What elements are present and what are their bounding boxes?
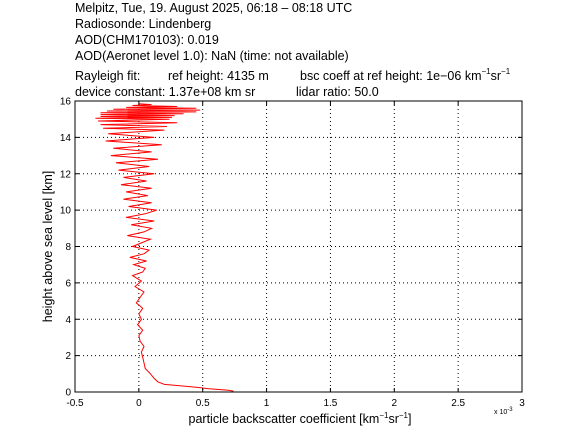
x-axis-label-unit: sr [388,412,398,426]
x-axis-label-exponent: −1 [399,411,409,420]
x-axis-multiplier: x 10-3 [494,407,513,416]
y-tick-label: 16 [60,97,72,108]
x-tick-label: 2.5 [451,398,465,409]
bsc-coeff-label: bsc coeff at ref height: 1e−06 km−1sr−1 [300,67,511,84]
bsc-coeff-text: bsc coeff at ref height: 1e−06 km [300,69,482,83]
y-tick-label: 2 [65,351,71,362]
radiosonde-label: Radiosonde: Lindenberg [75,17,212,31]
x-tick-label: -0.5 [66,398,84,409]
x-tick-label: 3 [519,398,525,409]
x-tick-label: 1.5 [323,398,337,409]
x-tick-label: 0 [136,398,142,409]
y-tick-label: 4 [65,315,71,326]
x-tick-label: 1 [264,398,270,409]
y-tick-label: 10 [60,206,72,217]
device-constant-label: device constant: 1.37e+08 km sr [75,85,256,99]
aod-aeronet-label: AOD(Aeronet level 1.0): NaN (time: not a… [75,49,349,63]
title-location-time: Melpitz, Tue, 19. August 2025, 06:18 – 0… [75,1,353,15]
x-axis-multiplier-exponent: -3 [507,407,513,413]
x-axis-label: particle backscatter coefficient [km−1sr… [189,411,412,426]
y-tick-label: 14 [60,133,72,144]
y-tick-label: 6 [65,278,71,289]
aod-chm-label: AOD(CHM170103): 0.019 [75,33,219,47]
y-axis-label: height above sea level [km] [41,171,55,322]
x-axis-label-exponent: −1 [379,411,389,420]
x-axis-label-text: particle backscatter coefficient [km [189,412,380,426]
y-tick-label: 0 [65,388,71,399]
y-tick-label: 8 [65,242,71,253]
y-tick-label: 12 [60,169,72,180]
x-axis-label-bracket: ] [408,412,411,426]
x-tick-label: 2 [392,398,398,409]
backscatter-profile-line [95,103,234,392]
ref-height-label: ref height: 4135 m [168,69,269,83]
x-tick-label: 0.5 [196,398,210,409]
plot-frame [74,100,523,393]
lidar-ratio-label: lidar ratio: 50.0 [296,85,379,99]
rayleigh-fit-label: Rayleigh fit: [75,69,141,83]
